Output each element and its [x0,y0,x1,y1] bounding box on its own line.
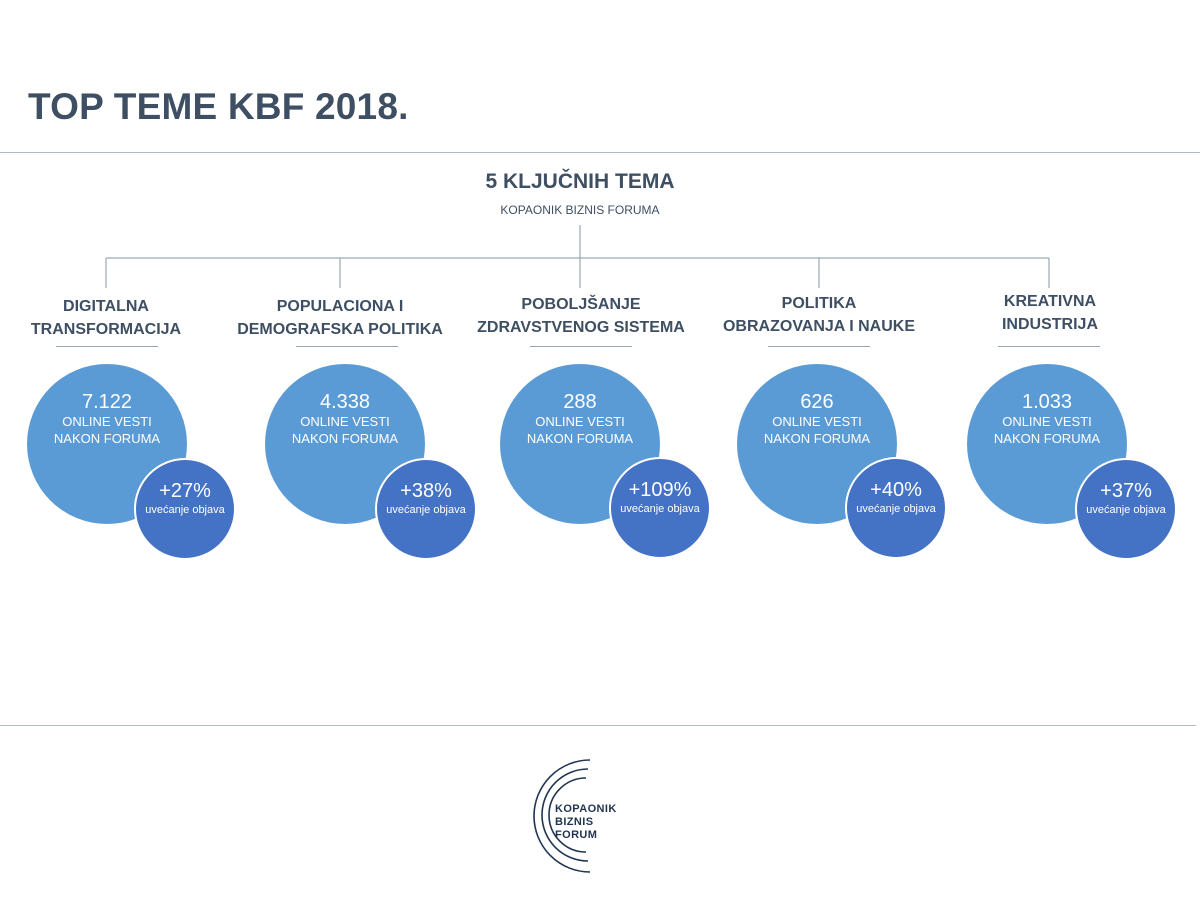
growth-percent: +109% [628,479,692,501]
kbf-logo-icon [533,759,591,873]
news-count: 1.033 [1021,391,1073,413]
growth-circle: +37% uvećanje objava [1075,458,1177,560]
page-title: TOP TEME KBF 2018. [28,86,409,127]
news-count: 288 [563,391,597,413]
top-divider [0,152,1200,153]
news-count-circle: 1.033 ONLINE VESTI NAKON FORUMA [967,364,1127,524]
topic-title: POLITIKA OBRAZOVANJA I NAUKE [722,295,915,335]
growth-circle: +38% uvećanje objava [375,458,477,560]
growth-percent: +38% [400,480,452,502]
news-count: 4.338 [319,391,371,413]
news-count: 626 [800,391,834,413]
topic-title-rule [296,346,398,347]
growth-circle: +40% uvećanje objava [845,457,947,559]
topic-title-rule [56,346,158,347]
growth-percent: +37% [1100,480,1152,502]
topic-title: POBOLJŠANJE ZDRAVSTVENOG SISTEMA [477,296,685,336]
topic-title: KREATIVNA INDUSTRIJA [1001,293,1098,333]
growth-percent: +27% [159,480,211,502]
tree-connector [105,225,1050,288]
center-title: 5 KLJUČNIH TEMA [485,170,675,193]
topic-title: POPULACIONA I DEMOGRAFSKA POLITIKA [237,298,443,338]
topic-title-rule [530,346,632,347]
news-count: 7.122 [81,391,133,413]
topic-title-rule [768,346,870,347]
growth-percent: +40% [870,479,922,501]
topic-title-rule [998,346,1100,347]
growth-circle: +27% uvećanje objava [134,458,236,560]
growth-circle: +109% uvećanje objava [609,457,711,559]
logo-wordmark: KOPAONIK BIZNIS FORUM [555,803,617,841]
news-count-circle: 626 ONLINE VESTI NAKON FORUMA [737,364,897,524]
topic-title: DIGITALNA TRANSFORMACIJA [30,298,182,338]
center-subtitle: KOPAONIK BIZNIS FORUMA [500,203,660,217]
bottom-divider [0,725,1196,726]
